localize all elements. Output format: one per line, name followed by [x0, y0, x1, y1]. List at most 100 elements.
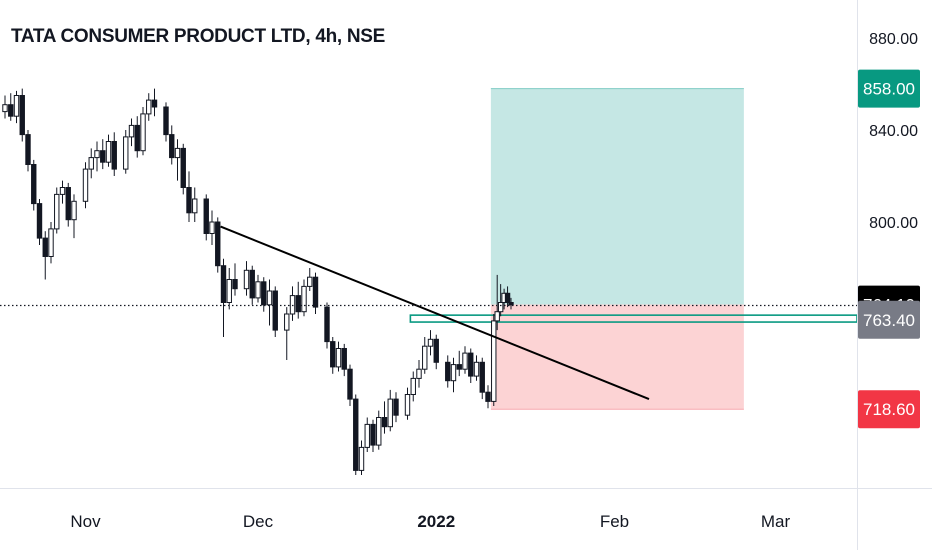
candle[interactable] — [410, 371, 416, 402]
candle[interactable] — [335, 341, 342, 372]
candle[interactable] — [504, 286, 511, 308]
candle[interactable] — [209, 210, 215, 246]
candle[interactable] — [180, 143, 186, 195]
candle[interactable] — [31, 159, 37, 211]
candle-body — [330, 341, 336, 368]
candle[interactable] — [19, 88, 25, 142]
candle[interactable] — [65, 182, 71, 227]
candle[interactable] — [25, 130, 31, 172]
candle[interactable] — [324, 302, 330, 349]
candle[interactable] — [422, 337, 428, 374]
candle[interactable] — [491, 314, 497, 406]
candle-body — [146, 99, 152, 115]
candle[interactable] — [341, 343, 347, 377]
candle[interactable] — [94, 141, 100, 172]
candle[interactable] — [462, 346, 468, 374]
candle-body — [479, 361, 485, 393]
candle-body — [174, 147, 181, 159]
candle[interactable] — [169, 125, 175, 165]
candle[interactable] — [8, 93, 14, 121]
candle[interactable] — [226, 268, 232, 310]
candle[interactable] — [353, 394, 359, 476]
candle[interactable] — [364, 417, 370, 453]
candle[interactable] — [220, 258, 227, 337]
candle[interactable] — [82, 162, 89, 209]
candle[interactable] — [445, 355, 451, 388]
candle[interactable] — [427, 330, 434, 356]
candle[interactable] — [192, 187, 198, 223]
candle[interactable] — [284, 307, 290, 360]
candle[interactable] — [370, 419, 376, 452]
candle[interactable] — [42, 231, 48, 280]
candle[interactable] — [2, 95, 8, 119]
candle[interactable] — [301, 279, 307, 317]
candle-body — [462, 352, 468, 370]
candle[interactable] — [232, 263, 238, 296]
candle[interactable] — [485, 385, 491, 409]
candle[interactable] — [174, 139, 181, 181]
trendline[interactable] — [220, 225, 650, 401]
candle-body — [243, 269, 250, 290]
candle[interactable] — [358, 440, 365, 476]
candle[interactable] — [88, 148, 94, 179]
candle[interactable] — [494, 274, 500, 331]
candle[interactable] — [266, 279, 273, 326]
candle[interactable] — [450, 357, 457, 393]
candle-body — [232, 279, 238, 290]
candle[interactable] — [59, 180, 66, 204]
candle[interactable] — [261, 277, 267, 312]
candle-body — [307, 276, 313, 287]
candle[interactable] — [473, 355, 480, 381]
candle[interactable] — [71, 194, 77, 239]
candle[interactable] — [307, 268, 313, 291]
candle[interactable] — [404, 387, 411, 420]
candle[interactable] — [393, 392, 399, 423]
candle-body — [249, 269, 255, 299]
candle-body — [215, 221, 221, 267]
candle[interactable] — [387, 389, 393, 432]
candle-body — [485, 391, 491, 402]
candle[interactable] — [456, 350, 462, 377]
candle[interactable] — [272, 286, 278, 337]
candle[interactable] — [312, 272, 319, 314]
candle[interactable] — [215, 217, 221, 273]
candle[interactable] — [249, 265, 255, 305]
candle[interactable] — [433, 334, 439, 370]
candle[interactable] — [100, 139, 106, 170]
candle[interactable] — [330, 337, 336, 374]
candle-body — [364, 423, 370, 448]
candle[interactable] — [123, 130, 129, 174]
candle[interactable] — [186, 171, 192, 222]
candle-body — [25, 134, 31, 166]
candle-body — [2, 104, 8, 113]
candle[interactable] — [347, 364, 353, 406]
candle[interactable] — [255, 274, 261, 303]
candle-body — [192, 198, 198, 214]
price-label-text: 763.40 — [863, 311, 915, 330]
candle[interactable] — [163, 102, 169, 142]
candle[interactable] — [48, 222, 54, 264]
candle[interactable] — [111, 132, 117, 176]
candle[interactable] — [140, 107, 146, 156]
candle[interactable] — [128, 118, 135, 147]
candle[interactable] — [36, 199, 43, 245]
candle[interactable] — [151, 88, 158, 117]
candle[interactable] — [479, 357, 485, 400]
candle[interactable] — [146, 93, 152, 121]
candle-body — [289, 295, 296, 315]
candle[interactable] — [203, 194, 209, 241]
candle[interactable] — [376, 410, 382, 450]
candle[interactable] — [54, 187, 60, 234]
candle[interactable] — [134, 116, 140, 158]
candle[interactable] — [295, 281, 301, 319]
candle[interactable] — [289, 286, 296, 321]
candle[interactable] — [468, 348, 474, 384]
candle[interactable] — [243, 261, 250, 296]
candle[interactable] — [508, 297, 514, 310]
candle[interactable] — [416, 360, 422, 388]
candle[interactable] — [381, 401, 388, 434]
candle[interactable] — [497, 284, 504, 317]
candle[interactable] — [105, 134, 112, 167]
candle[interactable] — [13, 90, 20, 124]
